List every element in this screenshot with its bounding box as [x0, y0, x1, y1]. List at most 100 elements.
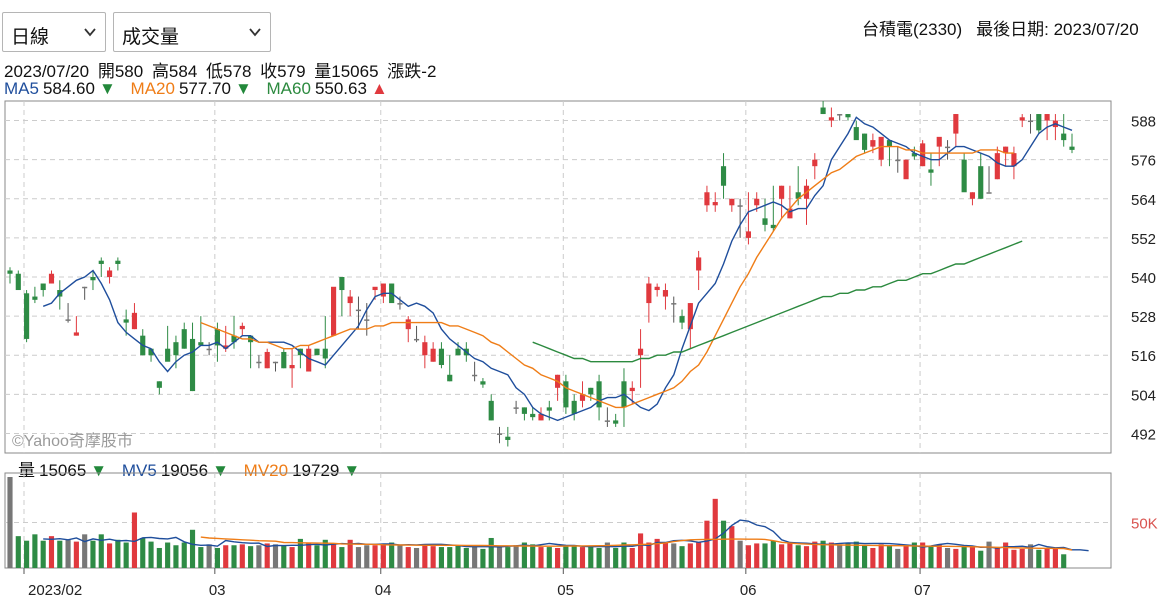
candle-body — [364, 319, 370, 321]
volume-bar — [413, 547, 420, 568]
candle-body — [65, 319, 71, 321]
volume-bar — [588, 546, 594, 568]
candle-body — [214, 329, 220, 346]
candle-body — [613, 420, 619, 424]
volume-bar — [828, 542, 834, 568]
axis-labels: 588 576 564 552 540 528 516 504 492 50K 2023/02 03 0… — [23, 114, 1158, 599]
legend-mv20: MV20 19729 ▼ — [244, 461, 361, 480]
candle-body — [878, 136, 884, 160]
volume-bar — [671, 543, 677, 568]
volume-bar — [140, 537, 146, 568]
candle-body — [513, 407, 519, 409]
volume-bar — [231, 545, 237, 568]
candle-body — [430, 348, 436, 362]
volume-bar — [795, 545, 801, 568]
volume-bar — [181, 542, 187, 568]
candle-body — [123, 319, 129, 323]
volume-bar — [538, 547, 544, 568]
candle-body — [339, 277, 345, 291]
candle-body — [156, 381, 162, 388]
candle-body — [189, 338, 196, 392]
legend-volume: 量 15065 ▼ — [18, 461, 107, 480]
volume-bar — [98, 534, 104, 568]
volume-bar — [779, 544, 785, 568]
volume-bar — [397, 545, 403, 568]
candle-body — [521, 407, 527, 414]
volume-bar — [911, 542, 917, 568]
volume-bar — [496, 547, 503, 568]
volume-bar — [555, 547, 561, 568]
candle-body — [148, 348, 154, 356]
volume-bar — [969, 546, 976, 568]
volume-bar — [148, 541, 154, 568]
volume-bar — [571, 545, 577, 568]
price-panel[interactable] — [7, 101, 1075, 447]
volume-bar — [613, 547, 619, 568]
volume-bar — [604, 542, 610, 568]
volume-bar — [322, 539, 328, 568]
candle-body — [654, 286, 660, 291]
candle-body — [579, 394, 586, 401]
candle-body — [90, 277, 96, 281]
volume-bar — [355, 547, 362, 568]
volume-bar — [513, 545, 519, 568]
stock-name: 台積電(2330) — [862, 20, 963, 39]
candle-body — [413, 338, 420, 341]
volume-bar — [1044, 547, 1050, 568]
volume-bar — [314, 545, 320, 568]
candle-body — [15, 273, 21, 291]
volume-bar — [331, 543, 337, 568]
y-tick-label: 492 — [1131, 426, 1156, 443]
volume-bar — [563, 546, 569, 568]
volume-bar — [812, 541, 818, 568]
volume-bar — [994, 547, 1000, 568]
candle-body — [994, 153, 1000, 180]
indicator-select-value: 成交量 — [122, 27, 180, 48]
candle-body — [314, 348, 320, 356]
candle-body — [637, 348, 644, 356]
indicator-select[interactable]: 成交量 — [113, 12, 271, 52]
candle-body — [762, 218, 768, 225]
period-select[interactable]: 日線 — [2, 12, 106, 52]
candle-body — [853, 127, 859, 141]
candle-body — [1044, 114, 1050, 121]
candle-body — [530, 413, 536, 418]
candle-body — [720, 166, 727, 186]
volume-bar — [488, 537, 494, 568]
candle-body — [546, 407, 552, 411]
volume-bar — [920, 542, 926, 568]
candle-body — [82, 286, 88, 289]
quote-open: 開580 — [97, 62, 144, 81]
volume-bar — [297, 538, 303, 568]
volume-bar — [173, 545, 179, 568]
candle-body — [862, 133, 868, 150]
candle-body — [588, 387, 594, 395]
volume-bar — [770, 540, 776, 568]
candle-body — [870, 140, 876, 147]
candle-body — [355, 309, 362, 312]
legend-value: 577.70 — [178, 79, 231, 98]
x-tick-label: 06 — [740, 582, 757, 599]
candle-body — [206, 348, 212, 351]
volume-bar — [131, 512, 138, 568]
legend-name: MV20 — [243, 461, 289, 480]
trend-up-icon: ▲ — [370, 79, 388, 98]
volume-panel[interactable] — [7, 477, 1089, 568]
volume-bar — [115, 539, 121, 568]
volume-bar — [306, 542, 312, 568]
volume-bar — [928, 546, 934, 568]
candle-body — [779, 185, 785, 199]
candle-body — [1011, 153, 1017, 167]
candle-body — [936, 136, 942, 147]
candle-body — [571, 400, 577, 414]
volume-bar — [430, 546, 436, 568]
y-tick-label: 552 — [1131, 231, 1156, 248]
volume-bar — [845, 543, 851, 568]
volume-bar — [1011, 549, 1017, 568]
candle-body — [795, 192, 801, 199]
candle-body — [480, 381, 486, 385]
chevron-down-icon — [249, 28, 261, 37]
volume-bar — [621, 542, 627, 568]
legend-value: 19056 — [160, 461, 209, 480]
